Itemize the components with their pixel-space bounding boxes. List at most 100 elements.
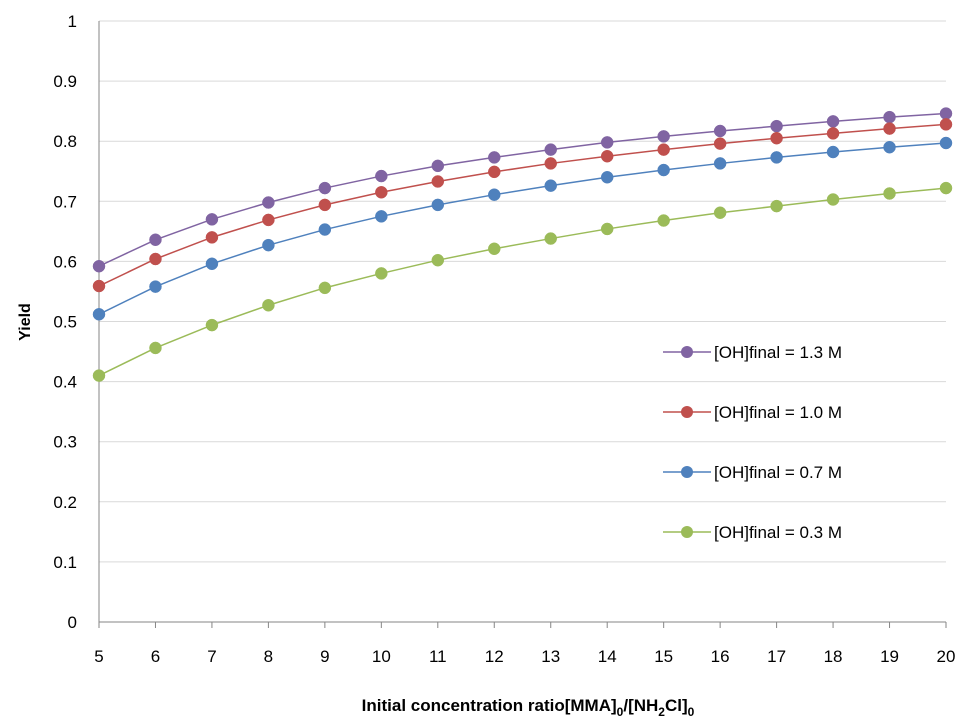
data-point bbox=[883, 110, 896, 124]
data-point bbox=[149, 341, 162, 355]
x-tick-label: 13 bbox=[541, 647, 560, 666]
y-axis-label: Yield bbox=[17, 303, 34, 341]
data-point bbox=[375, 210, 388, 223]
axes bbox=[98, 21, 947, 628]
data-point bbox=[92, 259, 106, 273]
data-point bbox=[205, 213, 219, 226]
y-tick-label: 0.2 bbox=[53, 493, 77, 512]
y-tick-label: 0.3 bbox=[53, 433, 77, 452]
x-tick-label: 14 bbox=[598, 647, 617, 666]
data-point bbox=[318, 198, 332, 212]
y-tick-label: 0 bbox=[68, 613, 77, 632]
data-point bbox=[713, 157, 727, 170]
data-point bbox=[713, 137, 727, 150]
data-point bbox=[600, 149, 614, 163]
data-point bbox=[826, 115, 840, 128]
x-tick-label: 10 bbox=[372, 647, 391, 666]
x-tick-label: 16 bbox=[711, 647, 730, 666]
data-point bbox=[939, 118, 953, 131]
data-point bbox=[375, 267, 388, 280]
data-point bbox=[770, 199, 783, 213]
series-line bbox=[98, 112, 947, 267]
series-3 bbox=[92, 136, 953, 321]
y-tick-label: 0.5 bbox=[53, 313, 77, 332]
data-point bbox=[544, 179, 557, 192]
x-tick-labels: 5 6 7 8 9 10 11 12 13 14 15 16 17 18 19 20 bbox=[94, 647, 955, 666]
data-point bbox=[939, 181, 953, 195]
data-point bbox=[149, 280, 162, 293]
x-tick-label: 6 bbox=[151, 647, 160, 666]
data-point bbox=[431, 198, 445, 212]
data-point bbox=[318, 181, 332, 195]
data-point bbox=[600, 136, 614, 149]
data-point bbox=[262, 213, 275, 227]
data-point bbox=[431, 159, 445, 173]
x-tick-label: 9 bbox=[320, 647, 329, 666]
series-2 bbox=[92, 118, 953, 293]
y-tick-label: 0.1 bbox=[53, 553, 77, 572]
series-line bbox=[98, 123, 947, 287]
data-point bbox=[939, 136, 953, 150]
data-point bbox=[713, 206, 727, 219]
data-point bbox=[657, 130, 670, 143]
data-point bbox=[544, 232, 557, 245]
data-point bbox=[713, 124, 727, 138]
data-point bbox=[92, 308, 106, 321]
x-tick-label: 12 bbox=[485, 647, 504, 666]
series-1 bbox=[92, 107, 953, 273]
data-point bbox=[149, 233, 162, 247]
data-point bbox=[600, 222, 614, 236]
x-tick-label: 17 bbox=[767, 647, 786, 666]
data-point bbox=[262, 196, 275, 209]
data-point bbox=[883, 122, 896, 135]
legend-label: [OH]final = 0.3 M bbox=[714, 523, 842, 542]
x-axis-label: Initial concentration ratio[MMA]0/[NH2Cl… bbox=[362, 696, 695, 719]
data-point bbox=[657, 143, 670, 156]
legend-item: [OH]final = 1.0 M bbox=[663, 403, 842, 422]
data-point bbox=[544, 157, 557, 170]
data-point bbox=[488, 242, 501, 256]
gridlines bbox=[99, 20, 946, 563]
series-line bbox=[98, 187, 947, 377]
y-tick-labels: 0 0.1 0.2 0.3 0.4 0.5 0.6 0.7 0.8 0.9 1 bbox=[53, 12, 77, 632]
legend-label: [OH]final = 1.3 M bbox=[714, 343, 842, 362]
data-point bbox=[883, 187, 896, 200]
x-tick-label: 18 bbox=[824, 647, 843, 666]
data-point bbox=[149, 252, 162, 266]
x-tick-label: 7 bbox=[207, 647, 216, 666]
data-point bbox=[318, 223, 332, 236]
data-point bbox=[205, 231, 219, 244]
y-tick-label: 1 bbox=[68, 12, 77, 31]
series-4 bbox=[92, 181, 953, 382]
data-point bbox=[92, 369, 106, 382]
data-point bbox=[826, 145, 840, 159]
data-point bbox=[770, 119, 783, 133]
legend-label: [OH]final = 0.7 M bbox=[714, 463, 842, 482]
legend: [OH]final = 1.3 M [OH]final = 1.0 M [OH]fi… bbox=[663, 343, 842, 542]
series-line bbox=[98, 142, 947, 315]
x-tick-label: 15 bbox=[654, 647, 673, 666]
data-point bbox=[431, 253, 445, 267]
x-tick-label: 5 bbox=[94, 647, 103, 666]
x-tick-label: 20 bbox=[937, 647, 956, 666]
data-point bbox=[262, 299, 275, 312]
data-point bbox=[488, 188, 501, 201]
legend-item: [OH]final = 0.7 M bbox=[663, 463, 842, 482]
legend-item: [OH]final = 0.3 M bbox=[663, 523, 842, 542]
data-point bbox=[375, 169, 388, 183]
data-point bbox=[205, 318, 219, 332]
data-point bbox=[770, 151, 783, 164]
series-group bbox=[92, 107, 953, 382]
data-point bbox=[600, 171, 614, 184]
legend-item: [OH]final = 1.3 M bbox=[663, 343, 842, 362]
data-point bbox=[657, 163, 670, 177]
y-tick-label: 0.4 bbox=[53, 373, 77, 392]
legend-label: [OH]final = 1.0 M bbox=[714, 403, 842, 422]
data-point bbox=[826, 193, 840, 206]
x-tick-label: 11 bbox=[429, 647, 447, 666]
y-tick-label: 0.9 bbox=[53, 72, 77, 91]
x-tick-label: 19 bbox=[880, 647, 899, 666]
legend-marker bbox=[681, 406, 693, 418]
data-point bbox=[92, 279, 106, 293]
